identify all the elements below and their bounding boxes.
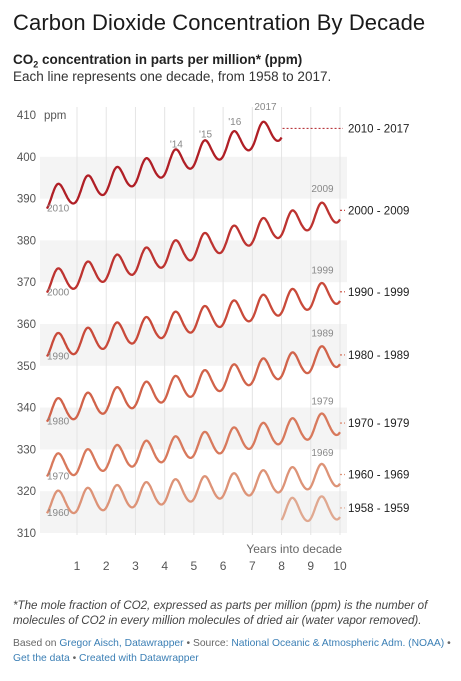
year-annotation: '15: [199, 130, 212, 141]
separator: •: [186, 638, 191, 649]
x-tick-label: 4: [161, 559, 168, 573]
get-data-link[interactable]: Get the data: [13, 653, 70, 664]
series-line: [45, 201, 341, 294]
y-tick-label: 370: [17, 277, 36, 289]
y-tick-label: 360: [17, 319, 36, 331]
created-with-link[interactable]: Created with Datawrapper: [79, 653, 199, 664]
x-tick-label: 10: [333, 559, 347, 573]
y-tick-label: 340: [17, 403, 36, 415]
x-tick-label: 1: [74, 559, 81, 573]
series-label: 1980 - 1989: [348, 350, 409, 362]
x-tick-label: 8: [278, 559, 285, 573]
decade-start-label: 1990: [47, 351, 70, 362]
decade-end-label: 2009: [311, 184, 334, 195]
series-line: [45, 281, 341, 358]
series-label: 2010 - 2017: [348, 123, 409, 135]
series-line: [45, 412, 341, 478]
decade-end-label: 1969: [311, 448, 334, 459]
y-tick-label: 310: [17, 528, 36, 540]
x-tick-label: 9: [307, 559, 314, 573]
decade-start-label: 1970: [47, 471, 70, 482]
co2-subscript: 2: [33, 59, 39, 70]
y-tick-label: 410: [17, 110, 36, 122]
decade-end-label: 1999: [311, 265, 334, 276]
x-tick-label: 5: [191, 559, 198, 573]
source-label: Source:: [192, 638, 229, 649]
y-tick-label: 330: [17, 444, 36, 456]
footnote: *The mole fraction of CO2, expressed as …: [13, 599, 428, 627]
decade-end-label: 2017: [254, 102, 277, 113]
series-line: [45, 345, 341, 423]
x-tick-label: 3: [132, 559, 139, 573]
decade-start-label: 1960: [47, 508, 70, 519]
chart-subtitle-bold: CO2 concentration in parts per million* …: [13, 52, 302, 70]
series-line: [45, 120, 283, 210]
credits: Based on Gregor Aisch, Datawrapper • Sou…: [13, 636, 453, 666]
x-tick-label: 2: [103, 559, 110, 573]
decade-end-label: 1979: [311, 397, 334, 408]
series-label: 1970 - 1979: [348, 418, 409, 430]
source-link[interactable]: National Oceanic & Atmospheric Adm. (NOA…: [231, 638, 445, 649]
series-line: [280, 495, 341, 523]
year-annotation: '14: [170, 140, 183, 151]
decade-end-label: 1989: [311, 328, 334, 339]
chart-subtitle: Each line represents one decade, from 19…: [13, 69, 332, 84]
y-tick-label: 320: [17, 486, 36, 498]
series-label: 1958 - 1959: [348, 503, 409, 515]
author-link[interactable]: Gregor Aisch, Datawrapper: [59, 638, 184, 649]
series-label: 1960 - 1969: [348, 469, 409, 481]
y-tick-label: 350: [17, 361, 36, 373]
y-tick-label: 380: [17, 235, 36, 247]
subtitle-bold-rest: concentration in parts per million* (ppm…: [38, 52, 303, 67]
x-axis-title: Years into decade: [246, 542, 342, 556]
decade-start-label: 2010: [47, 203, 70, 214]
series-label: 1990 - 1999: [348, 287, 409, 299]
decade-start-label: 1980: [47, 417, 70, 428]
year-annotation: '16: [228, 117, 241, 128]
series-label: 2000 - 2009: [348, 205, 409, 217]
x-tick-label: 6: [220, 559, 227, 573]
separator: •: [447, 638, 451, 649]
decade-start-label: 2000: [47, 287, 70, 298]
y-tick-label: 390: [17, 194, 36, 206]
chart-title: Carbon Dioxide Concentration By Decade: [13, 10, 426, 35]
separator: •: [72, 653, 77, 664]
co2-prefix: CO: [13, 52, 34, 67]
x-tick-label: 7: [249, 559, 256, 573]
y-tick-label: 400: [17, 152, 36, 164]
series-line: [45, 462, 341, 515]
based-on-label: Based on: [13, 638, 57, 649]
y-axis-unit-label: ppm: [44, 110, 66, 122]
